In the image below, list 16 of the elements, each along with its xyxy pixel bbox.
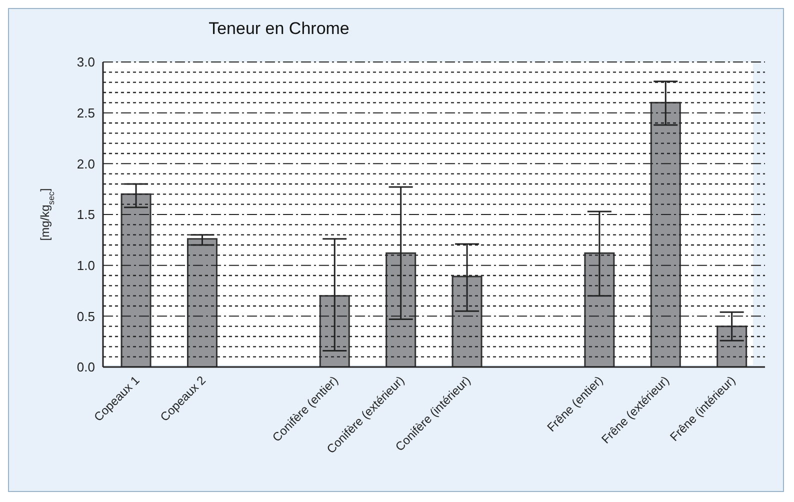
chart-title: Teneur en Chrome: [208, 19, 350, 39]
y-tick-label: 2.0: [76, 156, 95, 172]
bar: [716, 326, 748, 367]
bar: [650, 102, 681, 367]
bar: [186, 238, 218, 367]
bar: [120, 193, 152, 367]
text: 0.0: [76, 360, 95, 375]
bar: [584, 252, 615, 367]
y-tick-label: 1.0: [76, 258, 95, 273]
y-tick-label: 1.5: [76, 207, 95, 222]
y-tick-label: 3.0: [76, 54, 95, 70]
bar: [452, 276, 482, 367]
y-tick-label: 2.5: [76, 105, 95, 120]
bar: [386, 252, 416, 367]
bar: [319, 295, 350, 367]
y-tick-label: 0.5: [76, 308, 95, 324]
